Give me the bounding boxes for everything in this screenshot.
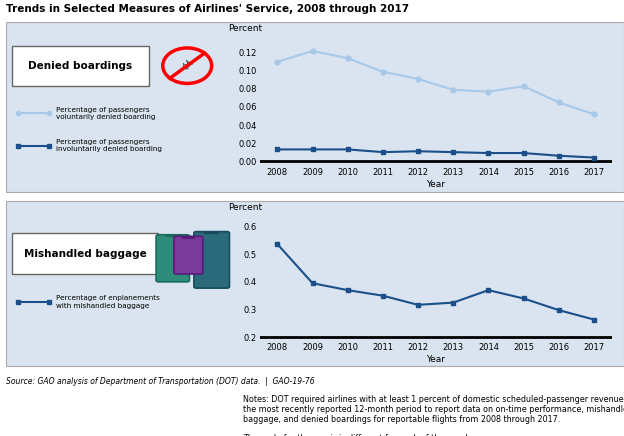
Text: ✈: ✈: [182, 59, 193, 73]
Text: Notes: DOT required airlines with at least 1 percent of domestic scheduled-passe: Notes: DOT required airlines with at lea…: [243, 395, 624, 424]
FancyBboxPatch shape: [194, 232, 230, 288]
Text: Percentage of passengers
involuntarily denied boarding: Percentage of passengers involuntarily d…: [56, 139, 162, 152]
X-axis label: Year: Year: [426, 354, 445, 364]
FancyBboxPatch shape: [12, 233, 158, 274]
Text: Percent: Percent: [228, 203, 262, 212]
Text: Percentage of enplanements
with mishandled baggage: Percentage of enplanements with mishandl…: [56, 296, 160, 309]
Text: Trends in Selected Measures of Airlines' Service, 2008 through 2017: Trends in Selected Measures of Airlines'…: [6, 4, 409, 14]
FancyBboxPatch shape: [156, 235, 190, 282]
FancyBboxPatch shape: [12, 45, 149, 86]
Text: Percentage of passengers
voluntarily denied boarding: Percentage of passengers voluntarily den…: [56, 106, 155, 120]
FancyBboxPatch shape: [174, 236, 203, 274]
Text: Source: GAO analysis of Department of Transportation (DOT) data.  |  GAO-19-76: Source: GAO analysis of Department of Tr…: [6, 377, 315, 386]
Text: The scale for the y-axis is different for each of the graphs.: The scale for the y-axis is different fo…: [243, 434, 477, 436]
Text: Percent: Percent: [228, 24, 262, 33]
X-axis label: Year: Year: [426, 180, 445, 189]
Text: Denied boardings: Denied boardings: [29, 61, 132, 71]
Text: Mishandled baggage: Mishandled baggage: [24, 249, 146, 259]
